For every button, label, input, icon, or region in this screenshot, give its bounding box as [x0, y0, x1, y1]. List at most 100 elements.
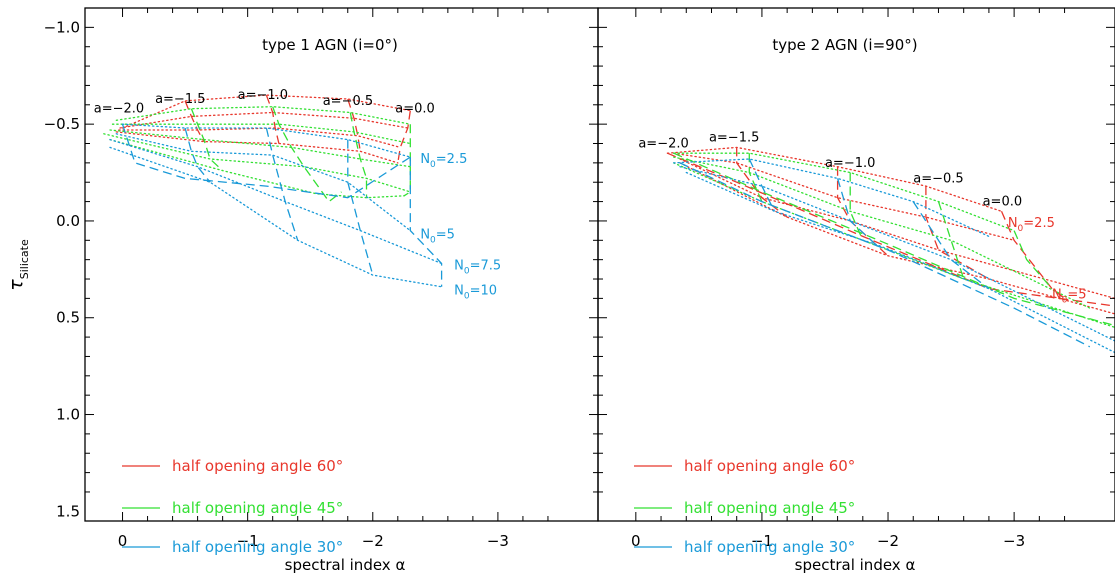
annotation-label: a=−1.5 — [709, 131, 759, 146]
legend-label-30: half opening angle 30° — [172, 538, 343, 556]
annotation-subscript: 0 — [464, 266, 470, 276]
curve-dashed-s2-3 — [912, 201, 990, 290]
curve-dashed-s1-2 — [349, 112, 368, 198]
annotation-suffix: =7.5 — [470, 258, 502, 273]
x-axis-label: spectral index α — [795, 556, 916, 574]
y-tick-label: 1.5 — [56, 502, 80, 520]
curve-dotted-s0-1 — [673, 152, 1015, 241]
curve-dotted-s2-1 — [679, 166, 1115, 342]
legend-label-60: half opening angle 60° — [172, 457, 343, 475]
panel-right: 0 −1 −2 −3 a=−2.0 a=−1.5a=−1.0a=−0.5a=0.0N0=… — [597, 7, 1115, 574]
annotation-subscript: 0 — [1018, 224, 1024, 234]
curve-dashed-s1-0 — [190, 108, 224, 172]
x-tick-label: 0 — [118, 532, 128, 550]
curve-dashed-s1-2 — [849, 172, 864, 241]
annotation-subscript: 0 — [1062, 296, 1068, 306]
curve-dotted-s1-0 — [115, 106, 411, 125]
curve-dashed-s0-0 — [667, 152, 1115, 307]
annotation-text: a=0.0 — [395, 102, 435, 117]
annotation-subscript: 0 — [464, 292, 470, 302]
curve-dotted-s0-3 — [679, 162, 1115, 315]
annotation-label: a=0.0 — [983, 195, 1023, 210]
curve-dotted-s1-2 — [673, 162, 1115, 329]
annotation-label: a=−0.5 — [913, 171, 963, 186]
legend-label-45: half opening angle 45° — [172, 499, 343, 517]
curve-dotted-s2-2 — [109, 138, 443, 265]
y-axis-label-subscript: Silicate — [18, 239, 31, 279]
legend-label-45: half opening angle 45° — [684, 499, 855, 517]
x-tick-label: 0 — [631, 532, 641, 550]
annotation-text: N — [420, 152, 430, 167]
plot-curves — [666, 146, 1115, 354]
legend: half opening angle 60° half opening angl… — [122, 457, 343, 556]
annotation-text: a=−1.5 — [155, 92, 205, 107]
curve-dashed-s2-0 — [121, 124, 411, 199]
panel-left: 0 −1 −2 −3 −1.0 −0.5 0.0 0.5 1.0 1.5 a=−2.0 a=−1.5… — [5, 7, 599, 574]
annotations: a=−2.0 a=−1.5a=−1.0a=−0.5a=0.0N0=2.5N0=5 — [638, 131, 1086, 306]
annotation-text: N — [454, 284, 464, 299]
annotation-label: N0=2.5 — [420, 152, 467, 170]
y-tick-label: −1.0 — [44, 18, 80, 36]
annotation-label: a=−0.5 — [323, 94, 373, 109]
annotation-label: N0=7.5 — [454, 258, 501, 276]
annotation-text: N — [1052, 288, 1062, 303]
legend-label-30: half opening angle 30° — [684, 538, 855, 556]
x-tick-label: −3 — [487, 532, 509, 550]
plot-curves — [103, 94, 443, 288]
annotation-text: a=0.0 — [983, 195, 1023, 210]
curve-dashed-s0-3 — [397, 110, 411, 164]
curve-dashed-s2-3 — [347, 139, 374, 276]
curve-dashed-s2-1 — [748, 158, 776, 212]
annotation-text: N — [420, 227, 430, 242]
y-axis-label: τSilicate — [5, 239, 31, 291]
x-tick-label: −3 — [1003, 532, 1025, 550]
curve-dotted-s2-1 — [115, 133, 411, 232]
y-axis-label-main: τ — [5, 279, 27, 291]
curve-dashed-s0-2 — [347, 98, 361, 152]
y-tick-label: 1.0 — [56, 406, 80, 424]
curve-dotted-s0-1 — [119, 111, 409, 129]
annotation-suffix: =2.5 — [436, 152, 468, 167]
curve-dashed-s0-2 — [836, 166, 889, 257]
curve-dashed-s0-3 — [925, 186, 990, 280]
curve-dashed-s2-0 — [679, 162, 1091, 348]
curve-dotted-s1-3 — [103, 133, 411, 193]
annotation-suffix: =5 — [1067, 288, 1086, 303]
annotation-suffix: =2.5 — [1023, 216, 1055, 231]
annotations: a=−2.0a=−1.5 a=−1.0 a=−0.5a=0.0N0=2.5N0=5N… — [94, 88, 501, 302]
curve-dashed-s0-1 — [736, 147, 788, 218]
panel-title: type 2 AGN (i=90°) — [772, 36, 917, 54]
annotation-label: a=−2.0 — [638, 137, 688, 152]
y-tick-label: 0.0 — [56, 212, 80, 230]
panel-title: type 1 AGN (i=0°) — [262, 36, 398, 54]
legend-label-60: half opening angle 60° — [684, 457, 855, 475]
annotation-suffix: =5 — [436, 227, 455, 242]
x-tick-label: −2 — [877, 532, 899, 550]
annotation-text: a=−2.0 — [94, 102, 144, 117]
annotation-label: a=−2.0 — [94, 102, 144, 117]
annotation-label: a=0.0 — [395, 102, 435, 117]
y-tick-label: −0.5 — [44, 115, 80, 133]
annotation-label: N0=5 — [420, 227, 455, 245]
x-tick-label: −2 — [362, 532, 384, 550]
curve-dashed-s2-2 — [836, 178, 876, 245]
curve-dashed-s0-0 — [184, 100, 205, 142]
curve-dashed-s2-1 — [184, 127, 211, 183]
annotation-label: N0=10 — [454, 284, 497, 302]
annotation-text: a=−1.0 — [825, 156, 875, 171]
curve-dashed-s1-3 — [937, 201, 965, 280]
annotation-suffix: =10 — [470, 284, 497, 299]
curve-dotted-s1-1 — [673, 156, 1091, 309]
annotation-text: a=−1.5 — [709, 131, 759, 146]
curve-dotted-s2-2 — [685, 171, 1115, 354]
y-tick-label: 0.5 — [56, 309, 80, 327]
curve-dashed-s1-4 — [1013, 230, 1053, 290]
plot-frame — [597, 7, 1115, 522]
legend: half opening angle 60° half opening angl… — [634, 457, 855, 556]
curve-dashed-s1-1 — [272, 106, 342, 203]
curve-dotted-s1-4 — [109, 138, 405, 199]
x-tick-label: −1 — [751, 532, 773, 550]
annotation-subscript: 0 — [430, 235, 436, 245]
annotation-label: N0=2.5 — [1008, 216, 1055, 234]
annotation-text: N — [454, 258, 464, 273]
